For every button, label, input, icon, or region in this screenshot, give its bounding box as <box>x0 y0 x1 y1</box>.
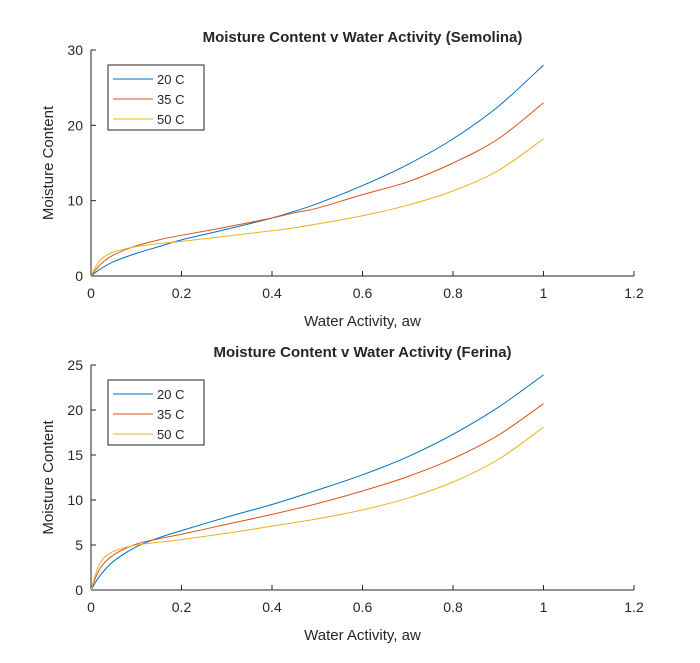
x-tick-label: 0.6 <box>353 599 373 615</box>
x-tick-label: 0 <box>87 599 95 615</box>
y-tick-label: 20 <box>67 402 83 418</box>
x-tick-label: 1 <box>540 285 548 301</box>
legend: 20 C 35 C 50 C <box>107 379 205 446</box>
chart-title: Moisture Content v Water Activity (Ferin… <box>213 344 511 361</box>
x-tick-label: 0 <box>87 285 95 301</box>
x-tick-label: 1 <box>540 599 548 615</box>
legend: 20 C 35 C 50 C <box>107 64 205 131</box>
x-tick-label: 1.2 <box>624 599 644 615</box>
y-tick-label: 25 <box>67 357 83 373</box>
x-tick-label: 0.6 <box>353 285 373 301</box>
y-tick-label: 10 <box>67 492 83 508</box>
y-axis-label: Moisture Content <box>40 420 57 535</box>
x-axis-label: Water Activity, aw <box>304 313 421 330</box>
x-axis-label: Water Activity, aw <box>304 627 421 644</box>
legend-label: 35 C <box>157 92 184 107</box>
series-line-35c <box>90 403 544 591</box>
series-line-50c <box>90 138 544 277</box>
y-tick-label: 5 <box>75 537 83 553</box>
chart-1: Moisture Content v Water Activity (Semol… <box>40 29 644 330</box>
legend-box <box>107 64 205 131</box>
x-tick-label: 0.8 <box>443 285 463 301</box>
legend-label: 50 C <box>157 112 184 127</box>
legend-label: 50 C <box>157 427 184 442</box>
legend-label: 35 C <box>157 407 184 422</box>
y-tick-label: 20 <box>67 117 83 133</box>
y-tick-label: 10 <box>67 193 83 209</box>
legend-box <box>107 379 205 446</box>
chart-2: Moisture Content v Water Activity (Ferin… <box>40 344 644 644</box>
chart-title: Moisture Content v Water Activity (Semol… <box>203 29 523 46</box>
y-axis-label: Moisture Content <box>40 105 57 220</box>
series-line-20c <box>90 374 544 591</box>
legend-label: 20 C <box>157 72 184 87</box>
y-tick-label: 15 <box>67 447 83 463</box>
x-tick-label: 0.2 <box>172 599 192 615</box>
series-line-35c <box>90 102 544 277</box>
x-tick-label: 1.2 <box>624 285 644 301</box>
series-line-50c <box>90 426 544 591</box>
y-tick-label: 30 <box>67 42 83 58</box>
x-tick-label: 0.2 <box>172 285 192 301</box>
legend-label: 20 C <box>157 387 184 402</box>
x-tick-label: 0.8 <box>443 599 463 615</box>
y-tick-label: 0 <box>75 268 83 284</box>
x-tick-label: 0.4 <box>262 285 282 301</box>
x-tick-label: 0.4 <box>262 599 282 615</box>
y-tick-label: 0 <box>75 582 83 598</box>
